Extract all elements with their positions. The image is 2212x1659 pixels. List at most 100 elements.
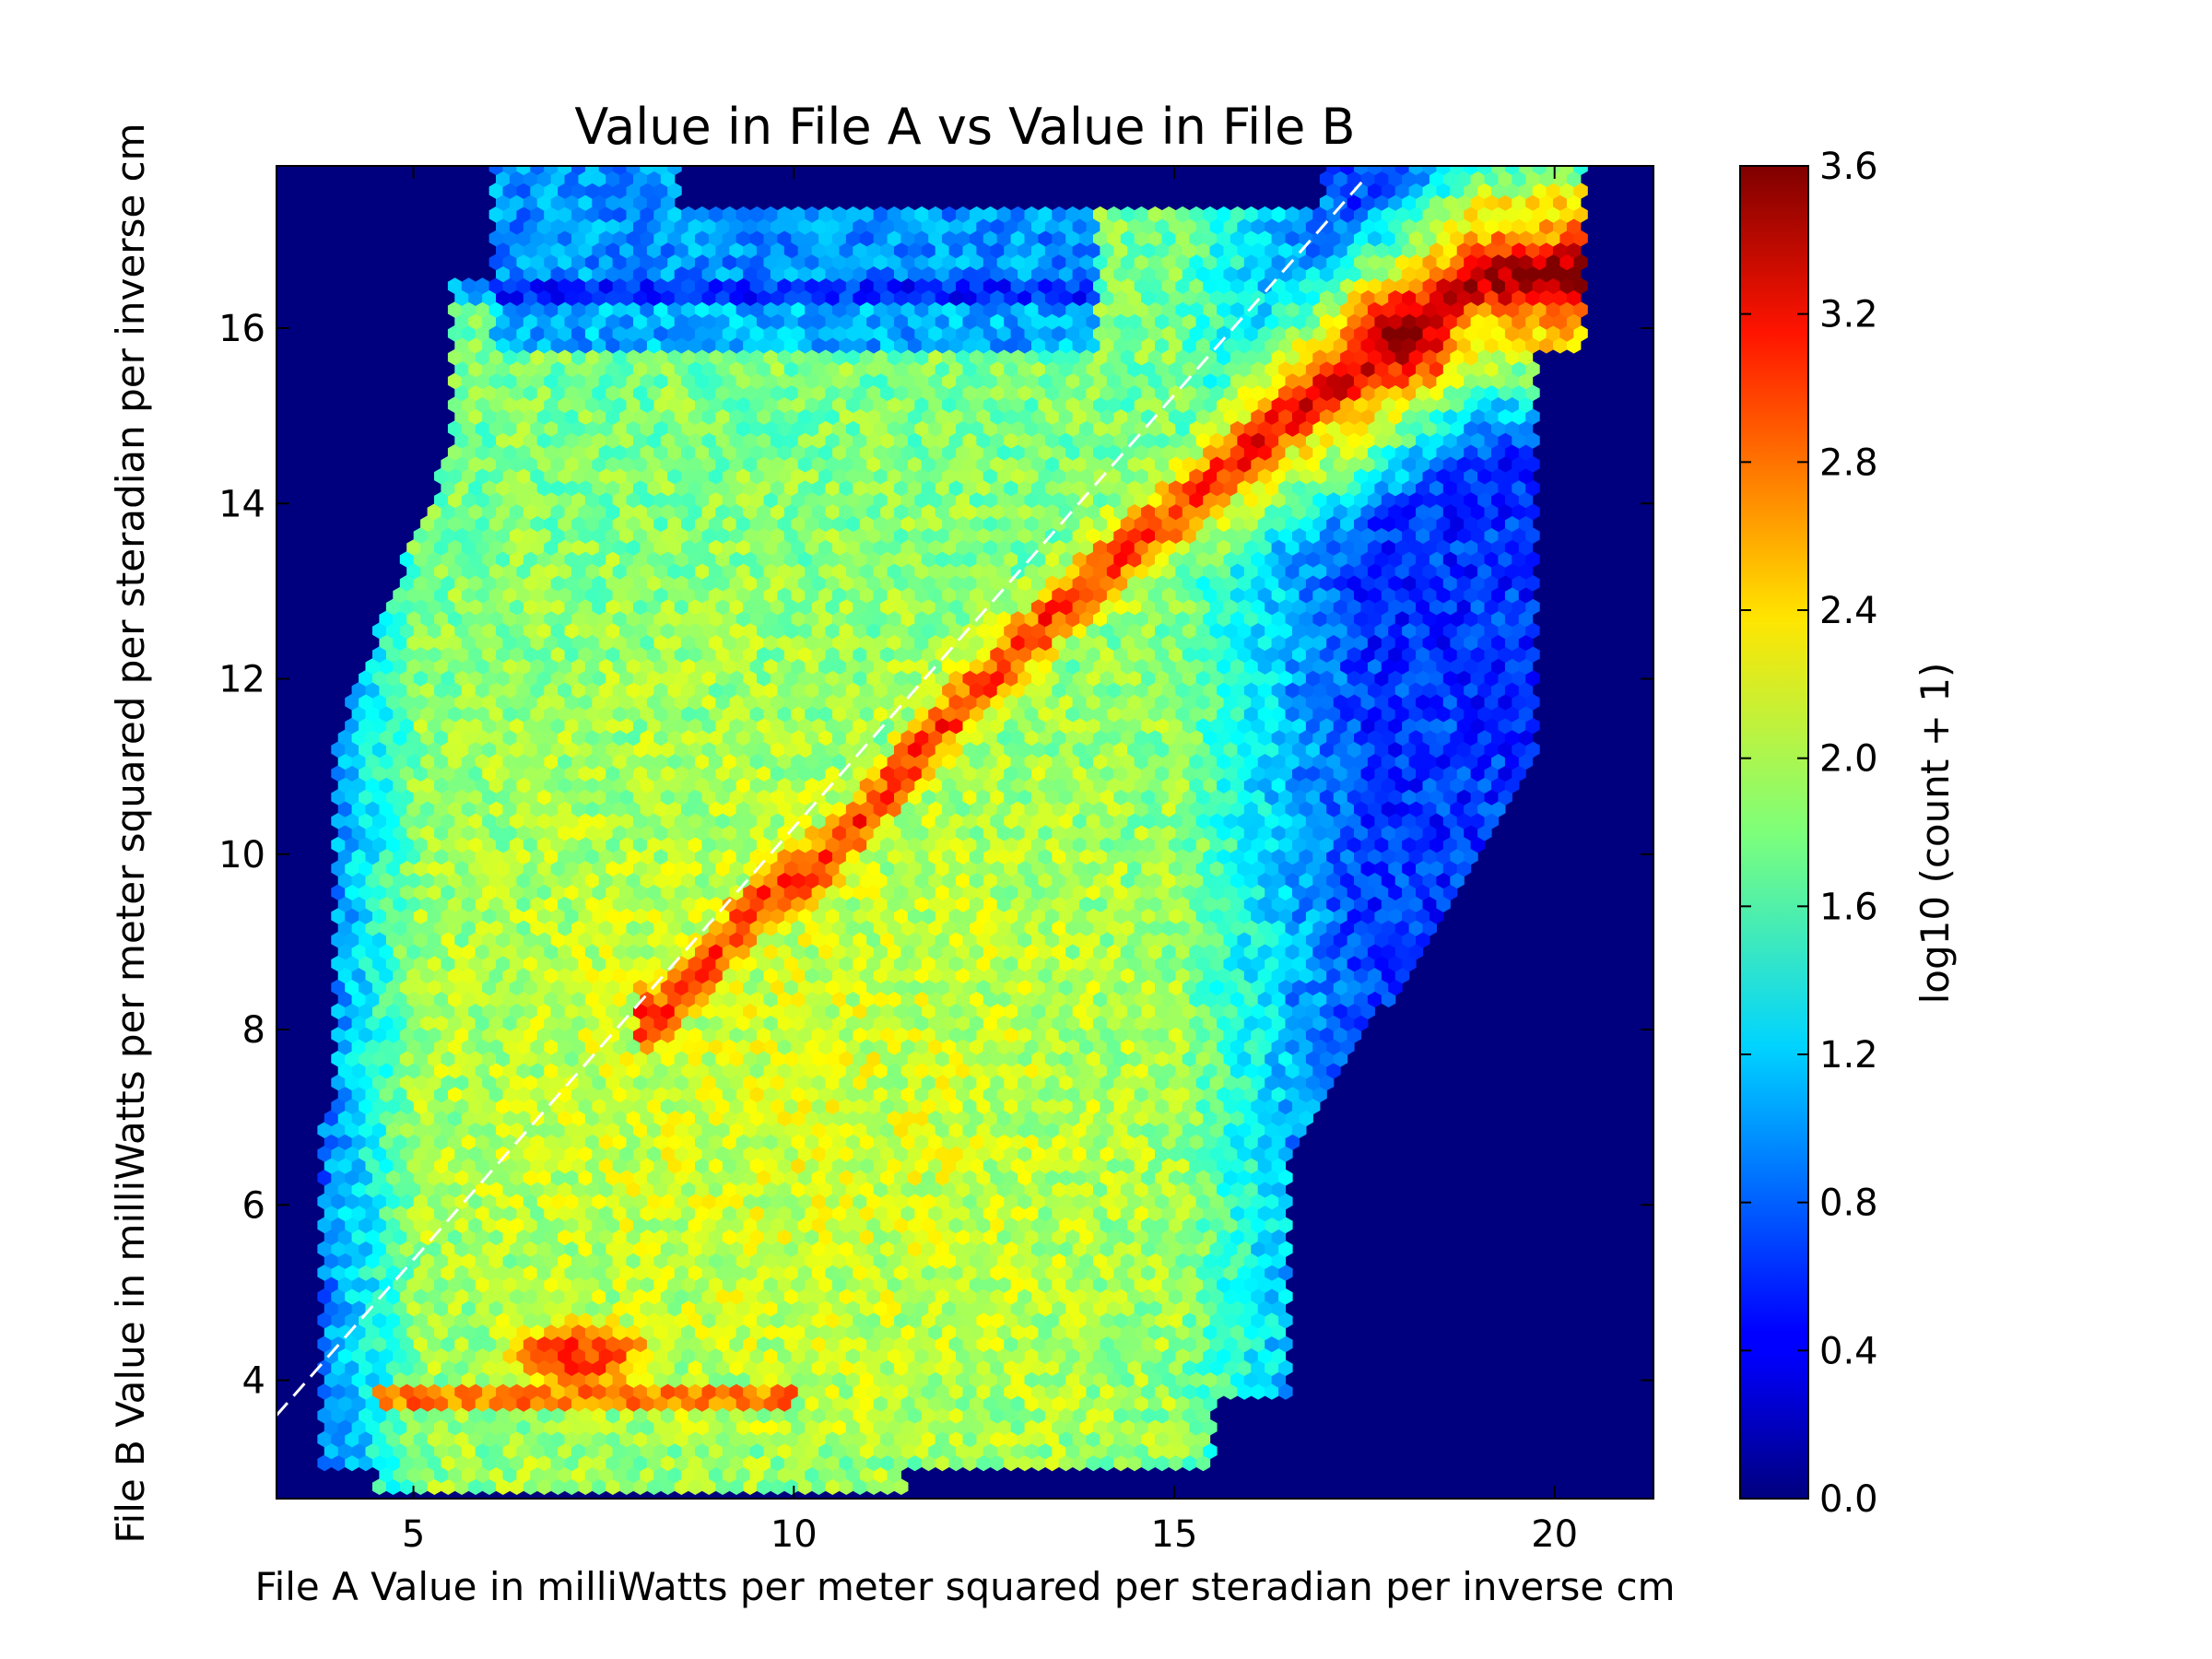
hexbin-cell — [777, 1347, 792, 1365]
hexbin-cell — [606, 1478, 620, 1495]
hexbin-cell — [1031, 1406, 1046, 1424]
hexbin-cell — [1010, 1394, 1026, 1412]
hexbin-cell — [420, 1442, 435, 1460]
hexbin-cell — [516, 1347, 531, 1365]
hexbin-cell — [791, 1371, 806, 1388]
hexbin-cell — [379, 1394, 394, 1412]
hexbin-cell — [324, 1324, 339, 1341]
hexbin-cell — [811, 1430, 827, 1448]
hexbin-cell — [1058, 1454, 1074, 1472]
hexbin-cell — [337, 1347, 353, 1365]
hexbin-cell — [674, 1430, 689, 1448]
hexbin-cell — [681, 1418, 696, 1436]
hexbin-cell — [695, 1324, 710, 1341]
hexbin-cell — [454, 1430, 469, 1448]
hexbin-cell — [571, 1347, 586, 1365]
hexbin-cell — [454, 1454, 469, 1472]
hexbin-cell — [1134, 1371, 1149, 1388]
hexbin-cell — [797, 1406, 813, 1424]
hexbin-cell — [681, 1466, 696, 1484]
hexbin-cell — [550, 1288, 566, 1305]
hexbin-cell — [1223, 1335, 1238, 1353]
hexbin-cell — [783, 1359, 799, 1376]
hexbin-cell — [1079, 1347, 1094, 1365]
hexbin-cell — [783, 1454, 799, 1472]
hexbin-cell — [619, 1359, 634, 1376]
hexbin-cell — [1203, 1300, 1218, 1317]
hexbin-cell — [488, 1442, 504, 1460]
hexbin-cell — [921, 1430, 936, 1448]
hexbin-cell — [688, 1288, 703, 1305]
hexbin-cell — [660, 1335, 676, 1353]
hexbin-cell — [612, 1324, 628, 1341]
hexbin-cell — [564, 1312, 579, 1329]
hexbin-cell — [516, 1466, 531, 1484]
hexbin-cell — [584, 1466, 600, 1484]
hexbin-cell — [399, 1335, 415, 1353]
hexbin-cell — [379, 1418, 394, 1436]
hexbin-cell — [976, 1312, 991, 1329]
hexbin-cell — [948, 1312, 964, 1329]
hexbin-cell — [805, 1371, 819, 1388]
hexbin-cell — [763, 1324, 778, 1341]
hexbin-cell — [859, 1347, 875, 1365]
hexbin-cell — [1141, 1359, 1156, 1376]
hexbin-cell — [1203, 1442, 1218, 1460]
hexbin-cell — [345, 1312, 359, 1329]
hexbin-cell — [866, 1312, 881, 1329]
hexbin-cell — [928, 1442, 943, 1460]
hexbin-cell — [770, 1406, 785, 1424]
hexbin-cell — [653, 1300, 668, 1317]
hexbin-cell — [921, 1312, 936, 1329]
hexbin-cell — [1147, 1347, 1163, 1365]
hexbin-cell — [866, 1430, 881, 1448]
hexbin-cell — [612, 1300, 628, 1317]
hexbin-cell — [1182, 1406, 1197, 1424]
hexbin-cell — [564, 1478, 579, 1495]
hexbin-cell — [523, 1359, 538, 1376]
hexbin-cell — [942, 1371, 957, 1388]
hexbin-cell — [372, 1383, 387, 1400]
hexbin-cell — [544, 1371, 559, 1388]
hexbin-cell — [715, 1359, 730, 1376]
hexbin-cell — [399, 1383, 415, 1400]
hexbin-cell — [791, 1394, 806, 1412]
hexbin-cell — [592, 1335, 606, 1353]
hexbin-cell — [1113, 1454, 1128, 1472]
hexbin-cell — [962, 1359, 977, 1376]
hexbin-cell — [777, 1300, 792, 1317]
hexbin-cell — [1147, 1418, 1163, 1436]
hexbin-cell — [646, 1359, 662, 1376]
hexbin-cell — [722, 1466, 737, 1484]
hexbin-cell — [674, 1288, 689, 1305]
hexbin-cell — [571, 1442, 586, 1460]
hexbin-cell — [482, 1430, 497, 1448]
hexbin-cell — [791, 1418, 806, 1436]
hexbin-cell — [345, 1406, 359, 1424]
hexbin-cell — [454, 1335, 469, 1353]
hexbin-cell — [626, 1466, 641, 1484]
hexbin-cell — [674, 1383, 689, 1400]
hexbin-cell — [646, 1478, 662, 1495]
hexbin-cell — [1106, 1347, 1122, 1365]
hexbin-cell — [372, 1406, 387, 1424]
hexbin-cell — [1010, 1347, 1026, 1365]
hexbin-cell — [544, 1442, 559, 1460]
hexbin-cell — [990, 1406, 1005, 1424]
hexbin-cell — [797, 1335, 813, 1353]
hexbin-cell — [853, 1312, 867, 1329]
hexbin-cell — [475, 1324, 490, 1341]
hexbin-cell — [935, 1288, 950, 1305]
hexbin-cell — [887, 1394, 901, 1412]
hexbin-cell — [351, 1371, 367, 1388]
hexbin-cell — [948, 1359, 964, 1376]
hexbin-cell — [783, 1430, 799, 1448]
hexbin-cell — [359, 1359, 373, 1376]
hexbin-cell — [331, 1312, 346, 1329]
hexbin-cell — [1265, 1312, 1279, 1329]
hexbin-cell — [1182, 1383, 1197, 1400]
hexbin-cell — [1141, 1335, 1156, 1353]
hexbin-cell — [441, 1335, 455, 1353]
hexbin-cell — [757, 1478, 771, 1495]
hexbin-cell — [674, 1335, 689, 1353]
